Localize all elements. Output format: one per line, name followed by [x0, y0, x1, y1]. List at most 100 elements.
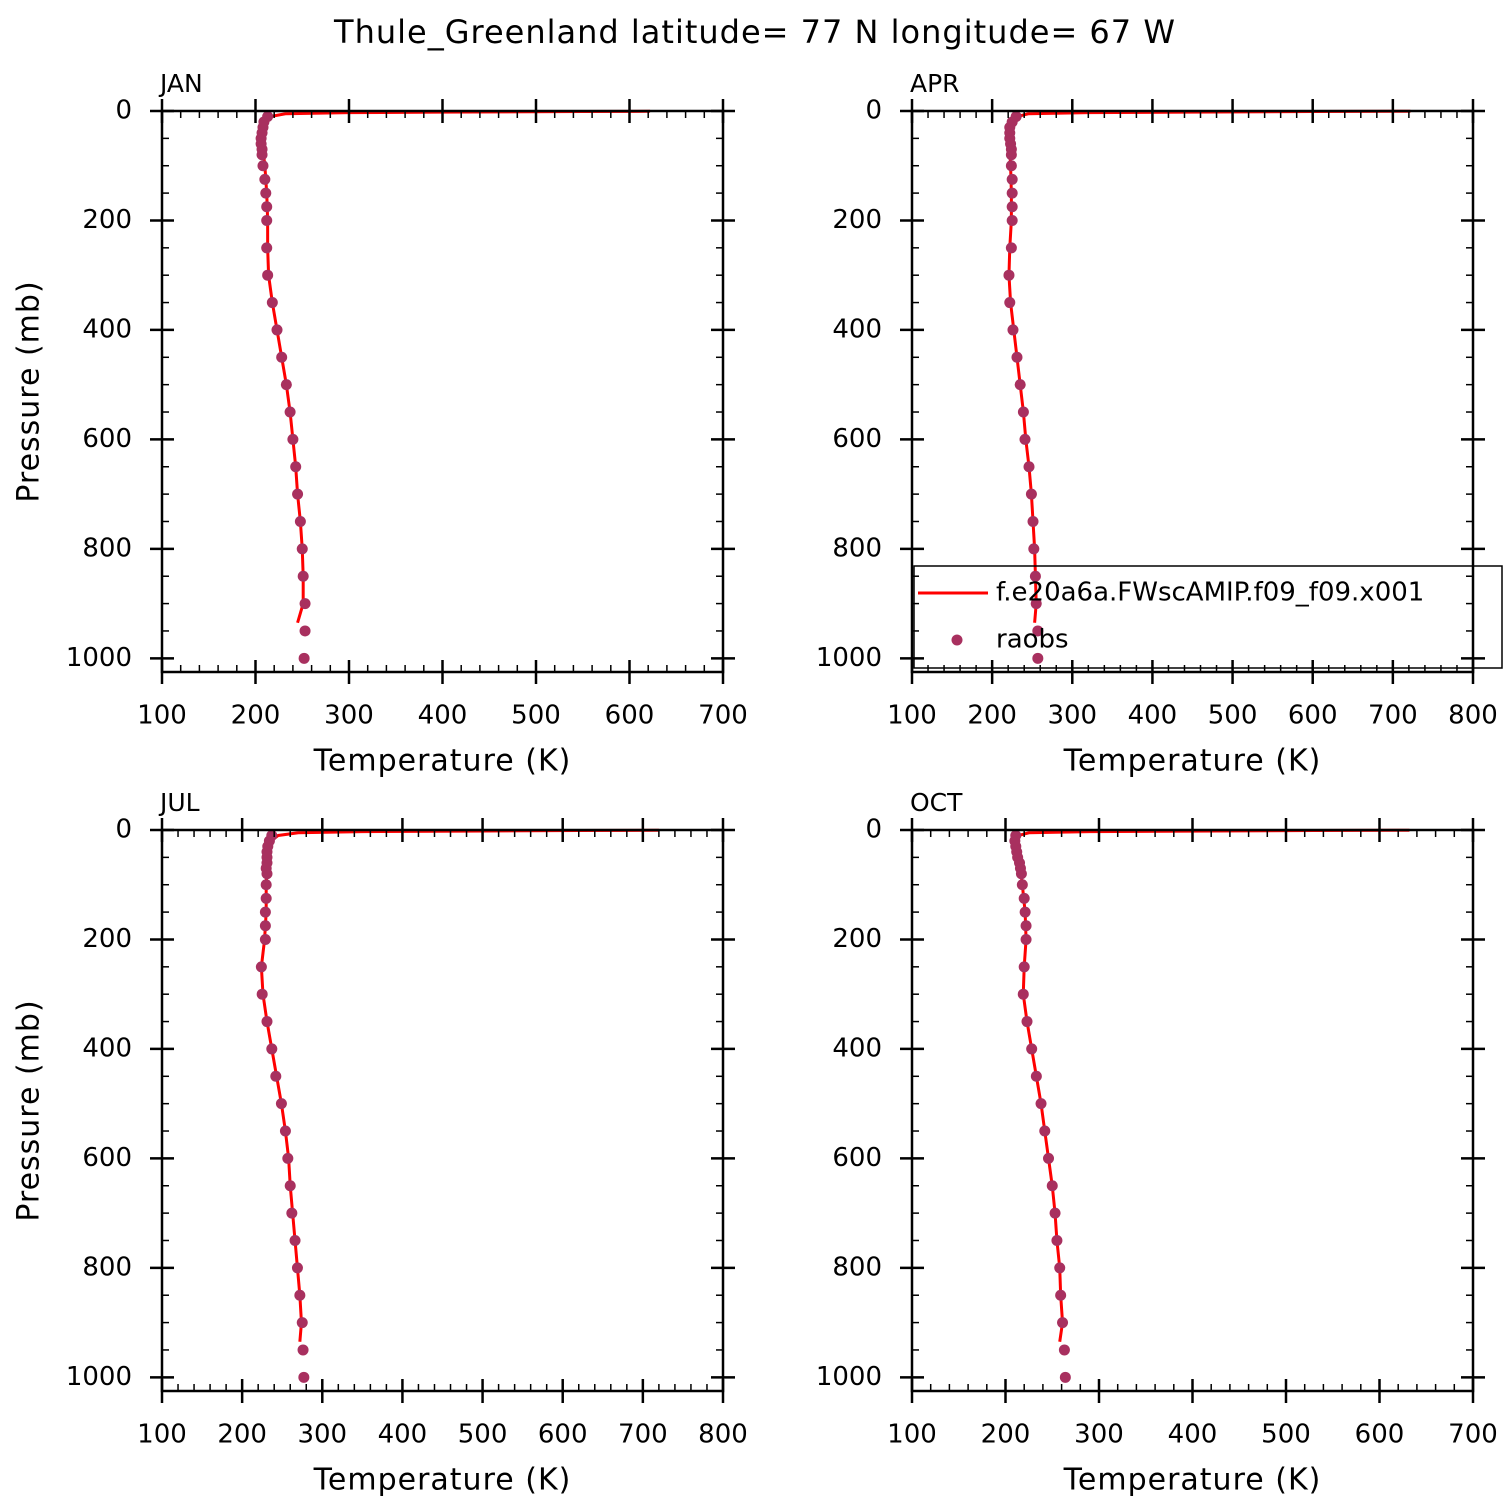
- y-tick-label: 800: [82, 533, 132, 563]
- obs-point: [1014, 379, 1026, 391]
- model-line: [1015, 828, 1410, 1342]
- x-tick-label: 600: [538, 1420, 588, 1450]
- obs-point: [284, 406, 296, 418]
- x-tick-label: 200: [981, 1420, 1031, 1450]
- legend-box: [913, 565, 1503, 669]
- obs-point: [299, 625, 311, 637]
- obs-point: [286, 1207, 298, 1219]
- panel: JAN 100 200 300 400 500 600 700 0 200 400 600 800 100…: [12, 69, 748, 779]
- y-tick-label: 200: [82, 924, 132, 954]
- obs-point: [1039, 1125, 1051, 1137]
- y-tick-label: 200: [832, 924, 882, 954]
- model-line: [259, 828, 659, 1342]
- obs-point: [1003, 269, 1015, 281]
- obs-point: [1032, 652, 1044, 664]
- obs-point: [256, 988, 268, 1000]
- x-axis-label: Temperature (K): [313, 1463, 572, 1498]
- obs-point: [1046, 1180, 1058, 1192]
- obs-point: [1016, 879, 1028, 891]
- panel-title: JUL: [158, 788, 200, 817]
- obs-point: [255, 961, 267, 973]
- plot-frame: [160, 109, 725, 674]
- x-tick-label: 200: [231, 701, 281, 731]
- obs-point: [1032, 625, 1044, 637]
- plot-frame: [910, 828, 1475, 1393]
- x-tick-label: 600: [1355, 1420, 1405, 1450]
- obs-point: [275, 1098, 287, 1110]
- obs-point: [1005, 242, 1017, 254]
- obs-point: [261, 214, 273, 226]
- x-tick-label: 800: [698, 1420, 748, 1450]
- panel: OCT 100 200 300 400 500 600 700 0 200 400 600 800 100…: [816, 788, 1498, 1498]
- x-tick-label: 500: [1208, 701, 1258, 731]
- obs-point: [1054, 1262, 1066, 1274]
- x-tick-label: 700: [618, 1420, 668, 1450]
- legend-label: f.e20a6a.FWscAMIP.f09_f09.x001: [996, 578, 1424, 608]
- x-tick-label: 300: [1047, 701, 1097, 731]
- obs-point: [259, 933, 271, 945]
- obs-point: [1030, 598, 1042, 610]
- obs-point: [266, 829, 278, 841]
- obs-point: [1043, 1152, 1055, 1164]
- obs-point: [1017, 406, 1029, 418]
- y-tick-label: 0: [115, 815, 132, 845]
- y-tick-label: 400: [832, 314, 882, 344]
- obs-point: [296, 543, 308, 555]
- obs-point: [261, 201, 273, 213]
- obs-point: [299, 598, 311, 610]
- obs-point: [1035, 1098, 1047, 1110]
- figure-title: Thule_Greenland latitude= 77 N longitude…: [333, 13, 1176, 51]
- obs-point: [266, 1043, 278, 1055]
- x-tick-label: 100: [137, 1420, 187, 1450]
- y-tick-label: 1000: [816, 643, 882, 673]
- panel-title: APR: [910, 69, 960, 98]
- obs-point: [1025, 488, 1037, 500]
- obs-point: [1030, 1070, 1042, 1082]
- x-axis-label: Temperature (K): [1063, 744, 1322, 779]
- obs-point: [1020, 933, 1032, 945]
- obs-point: [260, 892, 272, 904]
- obs-point: [298, 652, 310, 664]
- obs-point: [1023, 461, 1035, 473]
- obs-point: [1059, 1371, 1071, 1383]
- panel-title: JAN: [158, 69, 203, 98]
- obs-point: [287, 433, 299, 445]
- obs-point: [1019, 433, 1031, 445]
- obs-point: [276, 351, 288, 363]
- y-tick-label: 0: [865, 96, 882, 126]
- x-tick-label: 100: [887, 1420, 937, 1450]
- obs-point: [259, 173, 271, 185]
- obs-point: [1026, 1043, 1038, 1055]
- obs-point: [1027, 515, 1039, 527]
- obs-point: [280, 379, 292, 391]
- obs-point: [1057, 1317, 1069, 1329]
- y-tick-label: 400: [82, 314, 132, 344]
- obs-point: [261, 1016, 273, 1028]
- obs-point: [1049, 1207, 1061, 1219]
- obs-point: [1004, 297, 1016, 309]
- x-tick-label: 500: [458, 1420, 508, 1450]
- y-axis-label: Pressure (mb): [12, 999, 47, 1221]
- obs-point: [1021, 1016, 1033, 1028]
- obs-point: [1018, 961, 1030, 973]
- x-tick-label: 700: [1368, 701, 1418, 731]
- x-tick-label: 700: [1448, 1420, 1498, 1450]
- obs-point: [292, 488, 304, 500]
- x-axis-label: Temperature (K): [1063, 1463, 1322, 1498]
- obs-point: [294, 515, 306, 527]
- legend-marker: [951, 634, 963, 646]
- obs-point: [270, 1070, 282, 1082]
- obs-point: [279, 1125, 291, 1137]
- x-tick-label: 300: [1074, 1420, 1124, 1450]
- obs-point: [1028, 543, 1040, 555]
- y-tick-label: 800: [82, 1252, 132, 1282]
- obs-point: [294, 1289, 306, 1301]
- panel-title: OCT: [910, 788, 963, 817]
- obs-point: [1019, 906, 1031, 918]
- obs-point: [1058, 1344, 1070, 1356]
- obs-point: [290, 461, 302, 473]
- x-tick-label: 100: [137, 701, 187, 731]
- y-tick-label: 800: [832, 1252, 882, 1282]
